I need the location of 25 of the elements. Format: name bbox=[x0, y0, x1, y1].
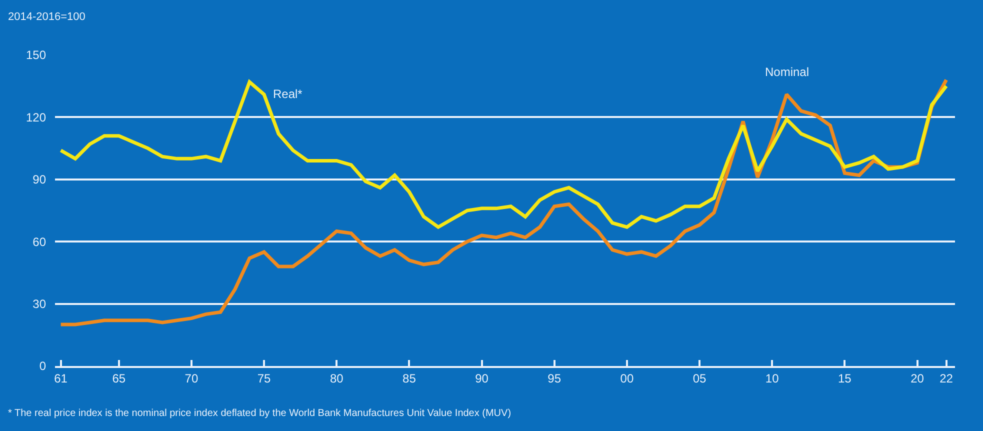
y-tick-label: 60 bbox=[32, 234, 46, 249]
y-tick-label: 150 bbox=[26, 48, 46, 62]
x-tick-label: 80 bbox=[330, 371, 344, 386]
line-series bbox=[59, 80, 948, 229]
y-tick-label: 0 bbox=[39, 359, 46, 374]
x-tick-label: 20 bbox=[910, 371, 924, 386]
y-axis-title: 2014-2016=100 bbox=[8, 11, 86, 23]
y-tick-label: 90 bbox=[32, 172, 46, 187]
x-tick-label: 05 bbox=[692, 371, 707, 386]
x-tick-label: 15 bbox=[838, 371, 852, 386]
x-tick-label: 90 bbox=[475, 371, 489, 386]
x-tick-label: 00 bbox=[620, 371, 634, 386]
x-tick-label: 61 bbox=[54, 371, 68, 386]
x-tick-label: 22 bbox=[940, 371, 954, 386]
x-tick-label: 75 bbox=[257, 371, 272, 386]
x-tick-label: 85 bbox=[402, 371, 416, 386]
y-tick-label: 120 bbox=[26, 110, 46, 124]
x-tick-label: 70 bbox=[184, 371, 198, 386]
series-label: Real* bbox=[273, 87, 303, 101]
x-tick-label: 95 bbox=[548, 371, 562, 386]
x-tick-label: 10 bbox=[765, 371, 780, 386]
y-tick-label: 30 bbox=[32, 297, 46, 311]
text: * The real price index is the nominal price index deflated by the World Bank Manufactures Unit Value Index (MUV) bbox=[8, 408, 512, 419]
x-tick-label: 65 bbox=[112, 371, 126, 386]
series-label: Nominal bbox=[765, 65, 810, 79]
